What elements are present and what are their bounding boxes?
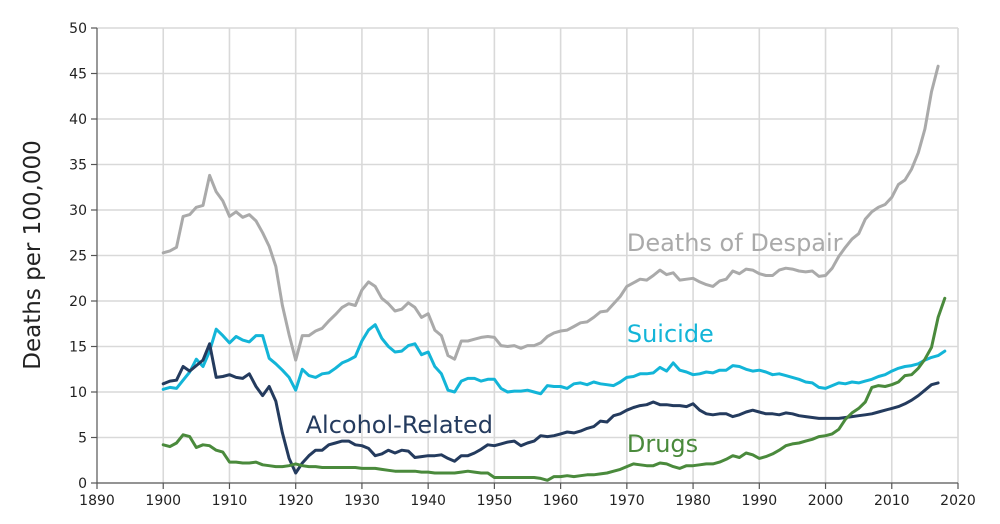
series-lines xyxy=(161,64,947,482)
x-tick-label: 2000 xyxy=(808,493,844,509)
series-line-drugs xyxy=(161,296,947,482)
x-axis-ticks: 1890 1900 1910 1920 1930 1940 1950 1960 1970 1980… xyxy=(79,483,976,509)
x-tick-label: 1940 xyxy=(410,493,446,509)
x-tick-label: 1950 xyxy=(477,493,513,509)
series-labels: Deaths of Despair Suicide Alcohol-Related D… xyxy=(306,229,843,458)
x-tick-label: 2020 xyxy=(940,493,976,509)
y-tick-label: 15 xyxy=(69,340,87,356)
y-tick-label: 35 xyxy=(69,158,87,174)
series-line-suicide xyxy=(161,323,947,396)
x-tick-label: 1910 xyxy=(212,493,248,509)
y-axis-label: Deaths per 100,000 xyxy=(20,140,46,369)
y-tick-label: 50 xyxy=(69,21,87,37)
y-tick-label: 5 xyxy=(78,431,87,447)
series-line-deaths-of-despair xyxy=(161,64,940,362)
series-line-alcohol-related xyxy=(161,342,940,475)
x-tick-label: 1900 xyxy=(145,493,181,509)
series-label-drugs: Drugs xyxy=(627,430,698,458)
series-label-deaths-of-despair: Deaths of Despair xyxy=(627,229,843,257)
x-tick-label: 1960 xyxy=(543,493,579,509)
x-tick-label: 1930 xyxy=(344,493,380,509)
y-tick-label: 10 xyxy=(69,385,87,401)
x-tick-label: 2010 xyxy=(874,493,910,509)
y-tick-label: 20 xyxy=(69,294,87,310)
y-tick-label: 40 xyxy=(69,112,87,128)
series-label-alcohol-related: Alcohol-Related xyxy=(306,411,493,439)
y-tick-label: 30 xyxy=(69,203,87,219)
y-axis-ticks: 0 5 10 15 20 25 30 35 40 45 50 xyxy=(69,21,97,492)
y-tick-label: 25 xyxy=(69,249,87,265)
x-tick-label: 1970 xyxy=(609,493,645,509)
x-tick-label: 1920 xyxy=(278,493,314,509)
y-tick-label: 0 xyxy=(78,476,87,492)
x-tick-label: 1980 xyxy=(675,493,711,509)
series-label-suicide: Suicide xyxy=(627,320,714,348)
y-tick-label: 45 xyxy=(69,67,87,83)
x-tick-label: 1890 xyxy=(79,493,115,509)
x-tick-label: 1990 xyxy=(741,493,777,509)
